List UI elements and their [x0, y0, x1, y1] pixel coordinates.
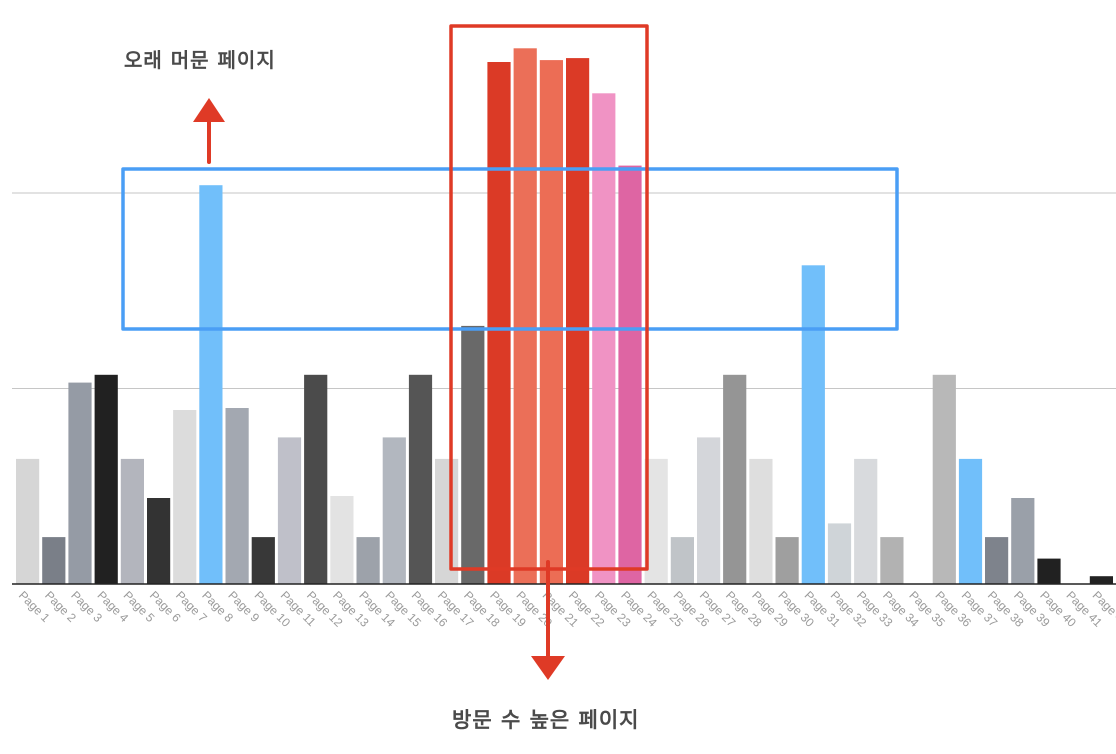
bar-page-3	[68, 382, 92, 584]
up-arrow-icon	[193, 98, 225, 164]
bar-page-39	[1011, 498, 1035, 584]
bar-page-20	[513, 48, 537, 585]
bar-page-26	[670, 537, 694, 584]
bar-page-31	[801, 265, 825, 584]
bar-page-1	[16, 458, 40, 584]
bar-page-4	[94, 374, 118, 584]
bar-page-24	[618, 165, 642, 584]
bar-page-27	[697, 437, 721, 584]
bar-page-40	[1037, 558, 1061, 584]
blue-highlight-box	[121, 167, 899, 331]
bar-page-6	[147, 498, 171, 584]
bar-page-32	[827, 523, 852, 584]
bar-page-28	[723, 374, 747, 584]
bar-page-9	[225, 408, 249, 584]
bar-page-15	[382, 437, 406, 584]
bar-page-8	[199, 185, 223, 584]
bar-page-10	[251, 537, 275, 584]
bar-page-33	[854, 458, 878, 584]
bar-page-38	[985, 537, 1009, 584]
bar-page-11	[277, 437, 302, 584]
bar-page-14	[356, 537, 380, 584]
bar-page-30	[775, 537, 799, 584]
bar-page-34	[880, 537, 904, 584]
bar-page-5	[120, 458, 144, 584]
gridlines	[12, 192, 1116, 389]
bar-page-7	[173, 410, 197, 584]
bar-page-37	[958, 458, 983, 584]
bar-page-42	[1089, 576, 1113, 584]
bar-page-29	[749, 458, 773, 584]
bar-page-2	[42, 537, 66, 584]
bar-page-13	[330, 496, 354, 584]
bar-page-21	[539, 60, 563, 585]
bar-page-36	[932, 374, 956, 584]
bars	[16, 48, 1113, 585]
bar-page-17	[435, 458, 459, 584]
bar-page-16	[408, 374, 433, 584]
bar-page-18	[461, 325, 485, 584]
bar-page-19	[487, 62, 511, 584]
bar-page-23	[592, 93, 616, 585]
long-stay-annotation: 오래 머문 페이지	[124, 48, 276, 72]
bar-page-12	[304, 374, 328, 584]
high-visits-annotation: 방문 수 높은 페이지	[452, 708, 640, 732]
bar-page-22	[566, 58, 590, 585]
down-arrow-icon	[531, 560, 565, 680]
bar-page-25	[644, 458, 668, 584]
